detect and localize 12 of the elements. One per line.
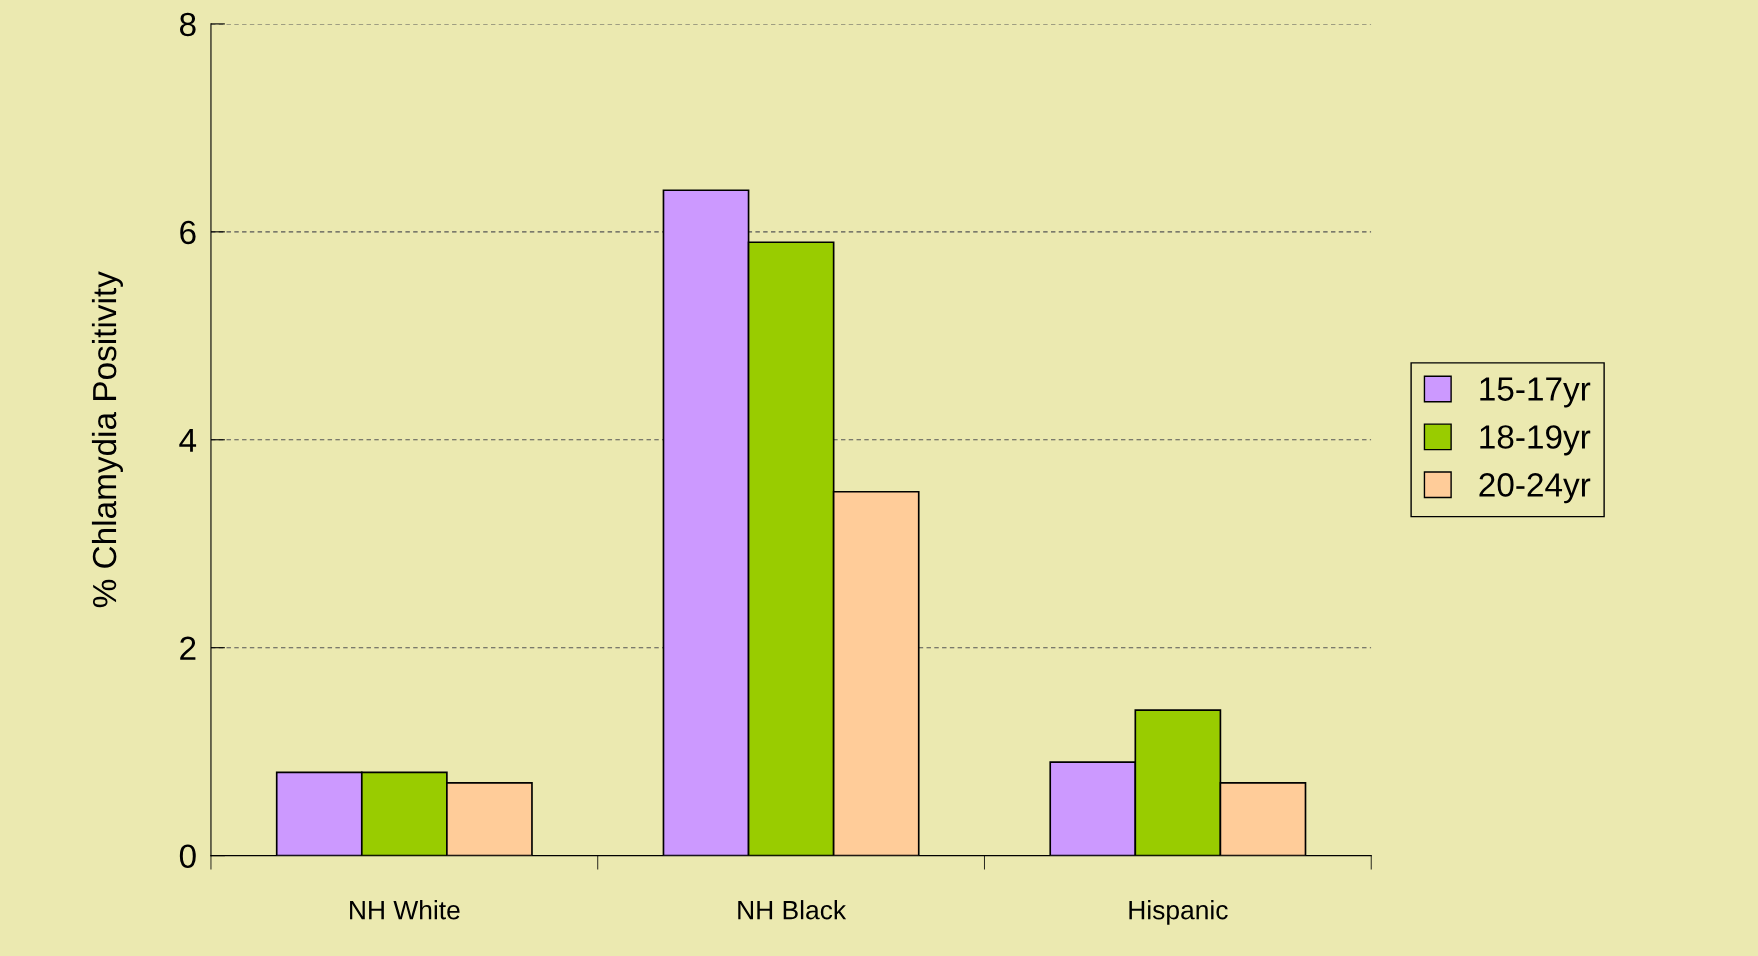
y-tick-label: 4: [179, 428, 197, 452]
x-tick-label: Hispanic: [1129, 900, 1228, 925]
legend-label: 20-24yr: [1479, 473, 1591, 504]
x-tick-label: NH Black: [738, 900, 847, 920]
y-tick-label: 8: [179, 12, 196, 37]
y-tick-label: 2: [180, 636, 196, 660]
legend-label: 18-19yr: [1480, 425, 1591, 456]
y-tick-label: 6: [180, 220, 196, 245]
legend-label: 15-17yr: [1480, 377, 1591, 408]
y-axis-title: % Chlamydia Positivity: [91, 271, 123, 608]
y-tick-label: 0: [179, 844, 196, 869]
x-tick-label: NH White: [350, 900, 460, 920]
